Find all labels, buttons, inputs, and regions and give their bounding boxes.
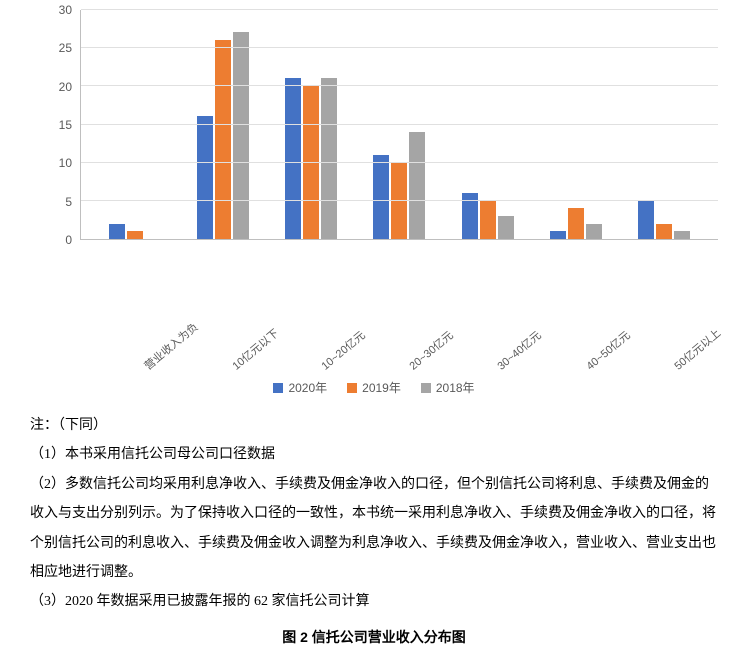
bar <box>550 231 566 239</box>
note-item: （2）多数信托公司均采用利息净收入、手续费及佣金净收入的口径，但个别信托公司将利… <box>30 470 718 588</box>
x-tick-label: 10~20亿元 <box>312 310 381 373</box>
bar <box>127 231 143 239</box>
x-tick-label: 50亿元以上 <box>665 310 734 373</box>
x-tick-label: 营业收入为负 <box>136 310 205 373</box>
bar <box>321 78 337 239</box>
bar <box>480 201 496 239</box>
x-tick-label: 30~40亿元 <box>489 310 558 373</box>
grid-line <box>81 9 718 10</box>
y-tick-label: 10 <box>59 156 72 170</box>
x-axis-labels: 营业收入为负10亿元以下10~20亿元20~30亿元30~40亿元40~50亿元… <box>80 310 718 334</box>
x-tick-label: 40~50亿元 <box>577 310 646 373</box>
bar <box>674 231 690 239</box>
legend-swatch <box>273 383 283 393</box>
y-tick-label: 0 <box>65 233 72 247</box>
y-tick-label: 20 <box>59 80 72 94</box>
chart-area: 051015202530 <box>30 10 718 310</box>
grid-line <box>81 124 718 125</box>
bar <box>656 224 672 239</box>
y-tick-label: 30 <box>59 3 72 17</box>
bar-group <box>276 10 346 239</box>
bar-group <box>629 10 699 239</box>
legend-item: 2018年 <box>421 379 475 396</box>
legend-swatch <box>347 383 357 393</box>
notes-header: 注：（下同） <box>30 411 718 440</box>
bar <box>568 208 584 239</box>
note-item: （1）本书采用信托公司母公司口径数据 <box>30 440 718 469</box>
y-tick-label: 15 <box>59 118 72 132</box>
legend-item: 2019年 <box>347 379 401 396</box>
legend-label: 2020年 <box>288 379 327 396</box>
bar-group <box>364 10 434 239</box>
chart-container: 051015202530 营业收入为负10亿元以下10~20亿元20~30亿元3… <box>0 0 748 396</box>
bar-group <box>453 10 523 239</box>
bar-group <box>100 10 170 239</box>
figure-title: 图 2 信托公司营业收入分布图 <box>0 627 748 657</box>
y-axis: 051015202530 <box>30 10 80 240</box>
bar <box>215 40 231 239</box>
grid-line <box>81 200 718 201</box>
bar <box>373 155 389 239</box>
bar-groups <box>81 10 718 239</box>
grid-line <box>81 47 718 48</box>
bar <box>638 201 654 239</box>
bar <box>233 32 249 239</box>
y-tick-label: 5 <box>65 195 72 209</box>
grid-line <box>81 162 718 163</box>
footnotes: 注：（下同） （1）本书采用信托公司母公司口径数据 （2）多数信托公司均采用利息… <box>0 396 748 627</box>
x-tick-label: 20~30亿元 <box>400 310 469 373</box>
plot-area <box>80 10 718 240</box>
legend-label: 2019年 <box>362 379 401 396</box>
bar <box>109 224 125 239</box>
bar <box>285 78 301 239</box>
bar-group <box>541 10 611 239</box>
x-tick-label: 10亿元以下 <box>224 310 293 373</box>
bar <box>197 116 213 239</box>
y-tick-label: 25 <box>59 41 72 55</box>
legend: 2020年 2019年 2018年 <box>30 379 718 396</box>
legend-item: 2020年 <box>273 379 327 396</box>
bar <box>498 216 514 239</box>
note-item: （3）2020 年数据采用已披露年报的 62 家信托公司计算 <box>30 587 718 616</box>
bar-group <box>188 10 258 239</box>
bar <box>586 224 602 239</box>
legend-label: 2018年 <box>436 379 475 396</box>
grid-line <box>81 85 718 86</box>
legend-swatch <box>421 383 431 393</box>
bar <box>409 132 425 239</box>
